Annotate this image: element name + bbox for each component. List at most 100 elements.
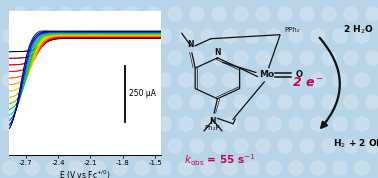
Circle shape (25, 117, 39, 131)
Circle shape (344, 139, 358, 153)
Circle shape (91, 161, 105, 175)
Circle shape (300, 95, 314, 109)
Text: Mo: Mo (259, 70, 274, 79)
Circle shape (190, 139, 204, 153)
Circle shape (102, 95, 116, 109)
Circle shape (201, 161, 215, 175)
Circle shape (124, 7, 138, 21)
Circle shape (190, 51, 204, 65)
Circle shape (91, 117, 105, 131)
Circle shape (201, 117, 215, 131)
Circle shape (91, 73, 105, 87)
Circle shape (146, 95, 160, 109)
Circle shape (289, 117, 303, 131)
Circle shape (234, 51, 248, 65)
Circle shape (245, 161, 259, 175)
Text: PPh₂: PPh₂ (284, 27, 300, 33)
Circle shape (47, 161, 61, 175)
Circle shape (267, 117, 281, 131)
Circle shape (322, 95, 336, 109)
Text: Ph₂P: Ph₂P (204, 125, 220, 131)
Circle shape (278, 7, 292, 21)
Circle shape (135, 29, 149, 43)
Circle shape (113, 29, 127, 43)
Circle shape (201, 29, 215, 43)
Circle shape (212, 139, 226, 153)
Circle shape (135, 117, 149, 131)
Circle shape (366, 7, 378, 21)
Circle shape (212, 95, 226, 109)
Circle shape (47, 73, 61, 87)
Circle shape (333, 161, 347, 175)
Circle shape (25, 73, 39, 87)
Circle shape (14, 7, 28, 21)
Circle shape (124, 51, 138, 65)
Circle shape (135, 73, 149, 87)
Circle shape (157, 117, 171, 131)
Circle shape (36, 7, 50, 21)
Circle shape (168, 51, 182, 65)
Circle shape (300, 7, 314, 21)
Circle shape (256, 7, 270, 21)
Circle shape (344, 95, 358, 109)
Circle shape (91, 29, 105, 43)
Circle shape (25, 161, 39, 175)
Circle shape (333, 29, 347, 43)
Circle shape (300, 51, 314, 65)
Circle shape (355, 161, 369, 175)
Circle shape (25, 29, 39, 43)
Circle shape (245, 117, 259, 131)
Text: 250 μA: 250 μA (129, 89, 156, 98)
Circle shape (366, 95, 378, 109)
FancyArrowPatch shape (320, 38, 340, 128)
Circle shape (190, 95, 204, 109)
Circle shape (256, 95, 270, 109)
Circle shape (278, 95, 292, 109)
Circle shape (234, 7, 248, 21)
Circle shape (146, 7, 160, 21)
Circle shape (146, 51, 160, 65)
Circle shape (3, 117, 17, 131)
Circle shape (179, 73, 193, 87)
Circle shape (179, 29, 193, 43)
Circle shape (69, 29, 83, 43)
Circle shape (245, 29, 259, 43)
Circle shape (201, 73, 215, 87)
Circle shape (124, 95, 138, 109)
Circle shape (69, 73, 83, 87)
Text: $k_{\rm obs}$ = 55 s$^{-1}$: $k_{\rm obs}$ = 55 s$^{-1}$ (184, 152, 256, 168)
Circle shape (157, 73, 171, 87)
Circle shape (14, 51, 28, 65)
Circle shape (267, 29, 281, 43)
Circle shape (58, 7, 72, 21)
Circle shape (289, 29, 303, 43)
Circle shape (47, 29, 61, 43)
Circle shape (366, 139, 378, 153)
Circle shape (212, 51, 226, 65)
Circle shape (14, 139, 28, 153)
Circle shape (36, 139, 50, 153)
Circle shape (157, 29, 171, 43)
Circle shape (267, 73, 281, 87)
Circle shape (168, 7, 182, 21)
Circle shape (311, 73, 325, 87)
Circle shape (58, 95, 72, 109)
Circle shape (113, 117, 127, 131)
Circle shape (223, 73, 237, 87)
Circle shape (311, 117, 325, 131)
Circle shape (179, 117, 193, 131)
Circle shape (289, 73, 303, 87)
Circle shape (278, 51, 292, 65)
Circle shape (102, 7, 116, 21)
Circle shape (355, 29, 369, 43)
Circle shape (124, 139, 138, 153)
Circle shape (135, 161, 149, 175)
Circle shape (80, 139, 94, 153)
Circle shape (80, 51, 94, 65)
Circle shape (366, 51, 378, 65)
Circle shape (69, 161, 83, 175)
Circle shape (168, 139, 182, 153)
Circle shape (234, 139, 248, 153)
Circle shape (168, 95, 182, 109)
Circle shape (36, 95, 50, 109)
